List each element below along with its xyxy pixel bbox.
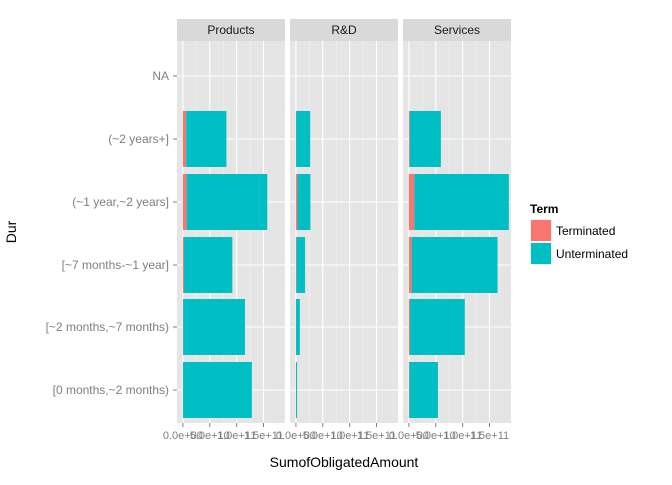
facet-strip-products (177, 19, 285, 41)
y-tick-label: [0 months,~2 months) (53, 383, 169, 397)
bar-services-unterminated (411, 237, 498, 293)
legend-label-unterminated: Unterminated (556, 247, 628, 261)
facet-label-r-d: R&D (331, 23, 357, 37)
bar-r-d-unterminated (296, 237, 306, 293)
facet-strip-services (403, 19, 511, 41)
bar-services-terminated (408, 362, 410, 418)
legend-swatch-unterminated (531, 243, 551, 264)
bar-r-d-terminated (295, 174, 298, 230)
y-tick-label: (~1 year,~2 years] (72, 195, 169, 209)
bar-r-d-unterminated (296, 299, 300, 355)
facet-strip-r-d (290, 19, 398, 41)
x-axis-title: SumofObligatedAmount (270, 454, 419, 470)
bar-r-d-unterminated (296, 362, 298, 418)
bar-products-unterminated (183, 362, 252, 418)
bar-products-unterminated (186, 174, 268, 230)
x-tick-label: 1.0e+11 (330, 430, 369, 442)
bar-products-unterminated (183, 299, 245, 355)
y-tick-label: NA (152, 69, 169, 83)
facet-label-products: Products (207, 23, 254, 37)
x-tick-label: 1.5e+11 (470, 430, 509, 442)
legend-swatch-terminated (531, 220, 551, 241)
bar-services-terminated (408, 111, 410, 167)
legend-title: Term (530, 202, 558, 216)
bar-r-d-terminated (295, 111, 297, 167)
bar-services-unterminated (409, 299, 465, 355)
x-tick-label: 5.0e+10 (303, 430, 343, 442)
x-tick-label: 5.0e+10 (190, 430, 230, 442)
x-tick-label: 1.0e+11 (443, 430, 482, 442)
y-axis-title: Dur (3, 220, 19, 243)
x-tick-label: 1.5e+11 (357, 430, 396, 442)
bar-services-unterminated (414, 174, 509, 230)
x-tick-label: 5.0e+10 (416, 430, 456, 442)
x-tick-label: 1.0e+11 (217, 430, 256, 442)
bar-products-terminated (182, 174, 187, 230)
x-tick-label: 0.0e+00 (389, 430, 429, 442)
bar-products-unterminated (186, 111, 227, 167)
x-tick-label: 1.5e+11 (244, 430, 283, 442)
panel-bg-r-d (290, 41, 398, 423)
y-tick-label: [~7 months-~1 year] (62, 258, 169, 272)
bar-products-terminated (182, 299, 184, 355)
panel-bg-products (177, 41, 285, 423)
panel-bg-services (403, 41, 511, 423)
bar-services-unterminated (409, 362, 438, 418)
bar-services-terminated (408, 299, 410, 355)
bar-products-terminated (182, 237, 184, 293)
facet-label-services: Services (434, 23, 480, 37)
y-tick-label: [~2 months,~7 months) (46, 320, 169, 334)
bar-r-d-unterminated (297, 174, 311, 230)
bar-services-terminated (408, 237, 412, 293)
bar-r-d-terminated (295, 237, 297, 293)
legend-label-terminated: Terminated (556, 224, 615, 238)
bar-products-terminated (182, 111, 187, 167)
bar-services-unterminated (409, 111, 441, 167)
x-tick-label: 0.0e+00 (163, 430, 203, 442)
bar-services-terminated (408, 174, 415, 230)
bar-r-d-unterminated (296, 111, 311, 167)
bar-products-unterminated (183, 237, 233, 293)
y-tick-label: (~2 years+] (108, 132, 169, 146)
x-tick-label: 0.0e+00 (276, 430, 316, 442)
